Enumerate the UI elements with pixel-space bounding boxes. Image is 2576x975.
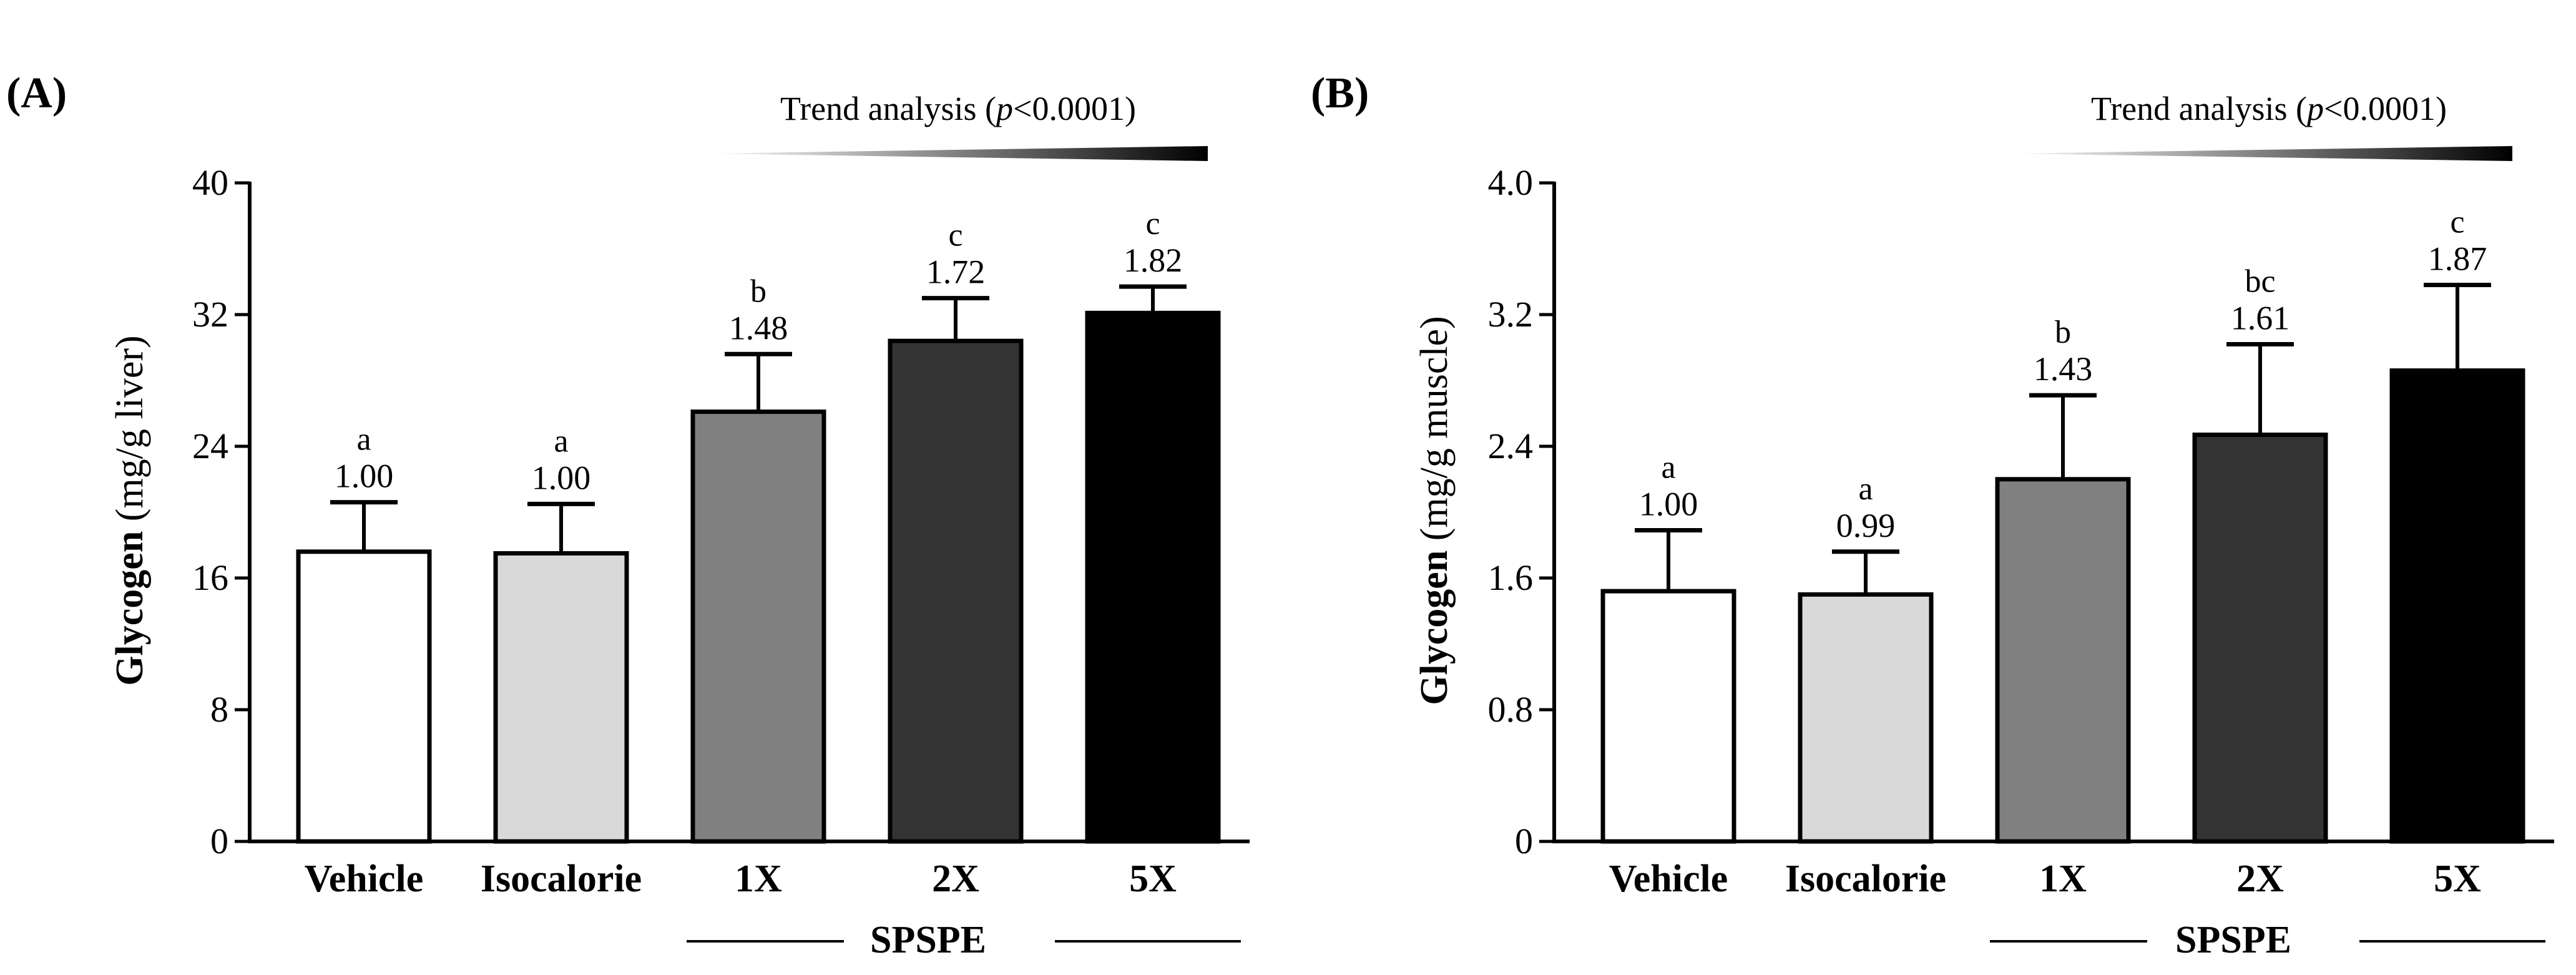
bar (1995, 477, 2131, 844)
significance-letter: c (2450, 205, 2464, 240)
bar (1600, 589, 1736, 844)
fold-change-label: 1.72 (926, 253, 986, 291)
x-tick-label: 5X (2434, 858, 2481, 900)
fold-change-label: 1.48 (729, 309, 788, 346)
y-tick-label: 0 (210, 821, 228, 861)
fold-change-label: 1.00 (532, 459, 591, 496)
y-tick-label: 0.8 (1488, 689, 1534, 730)
y-tick-label: 40 (192, 162, 228, 203)
fold-change-label: 1.82 (1124, 242, 1183, 279)
panel-label: (A) (6, 69, 67, 117)
y-tick-label: 2.4 (1488, 426, 1534, 466)
bar (690, 409, 826, 844)
significance-letter: bc (2245, 263, 2275, 299)
y-axis-title: Glycogen (mg/g liver) (109, 335, 151, 685)
x-tick-label: 2X (2236, 858, 2284, 900)
significance-letter: b (750, 273, 766, 309)
bar (1085, 310, 1221, 844)
significance-letter: c (1145, 206, 1160, 242)
significance-letter: a (356, 422, 371, 458)
fold-change-label: 1.61 (2231, 299, 2290, 336)
trend-wedge (2010, 146, 2512, 161)
trend-label: Trend analysis (p<0.0001) (2091, 90, 2447, 127)
y-tick-label: 8 (210, 689, 228, 730)
bar (2192, 433, 2328, 844)
y-tick-label: 24 (192, 426, 228, 466)
x-tick-label: Isocalorie (481, 858, 642, 900)
fold-change-label: 1.87 (2428, 240, 2487, 278)
y-tick-label: 3.2 (1488, 294, 1534, 335)
trend-label: Trend analysis (p<0.0001) (780, 90, 1136, 127)
significance-letter: c (948, 218, 962, 253)
x-tick-label: Vehicle (305, 858, 424, 900)
y-axis-title: Glycogen (mg/g muscle) (1413, 316, 1456, 705)
x-tick-label: Vehicle (1609, 858, 1728, 900)
fold-change-label: 1.43 (2034, 350, 2093, 388)
y-tick-label: 1.6 (1488, 557, 1534, 598)
significance-letter: a (554, 423, 568, 459)
x-tick-label: 1X (2039, 858, 2087, 900)
significance-letter: a (1858, 471, 1873, 507)
x-tick-label: 5X (1129, 858, 1177, 900)
bar (296, 549, 432, 844)
bar (1798, 592, 1934, 844)
significance-letter: b (2055, 315, 2071, 350)
panel-b: (B) Trend analysis (p<0.0001) Glycogen (… (1311, 69, 2554, 961)
y-tick-label: 16 (192, 557, 228, 598)
y-tick-label: 32 (192, 294, 228, 335)
trend-wedge (707, 146, 1208, 161)
significance-letter: a (1661, 450, 1675, 486)
fold-change-label: 0.99 (1836, 507, 1896, 544)
y-tick-label: 4.0 (1488, 162, 1534, 203)
panel-a: (A) Trend analysis (p<0.0001) Glycogen (… (6, 69, 1250, 961)
bar (2389, 368, 2525, 844)
panel-label: (B) (1311, 69, 1369, 117)
x-tick-label: 2X (932, 858, 979, 900)
group-label: SPSPE (870, 919, 986, 961)
x-tick-label: Isocalorie (1785, 858, 1946, 900)
y-tick-label: 0 (1515, 821, 1533, 861)
fold-change-label: 1.00 (335, 458, 394, 495)
fold-change-label: 1.00 (1639, 486, 1698, 523)
x-tick-label: 1X (735, 858, 782, 900)
bar (493, 551, 629, 844)
bar (888, 338, 1024, 844)
group-label: SPSPE (2175, 919, 2291, 961)
